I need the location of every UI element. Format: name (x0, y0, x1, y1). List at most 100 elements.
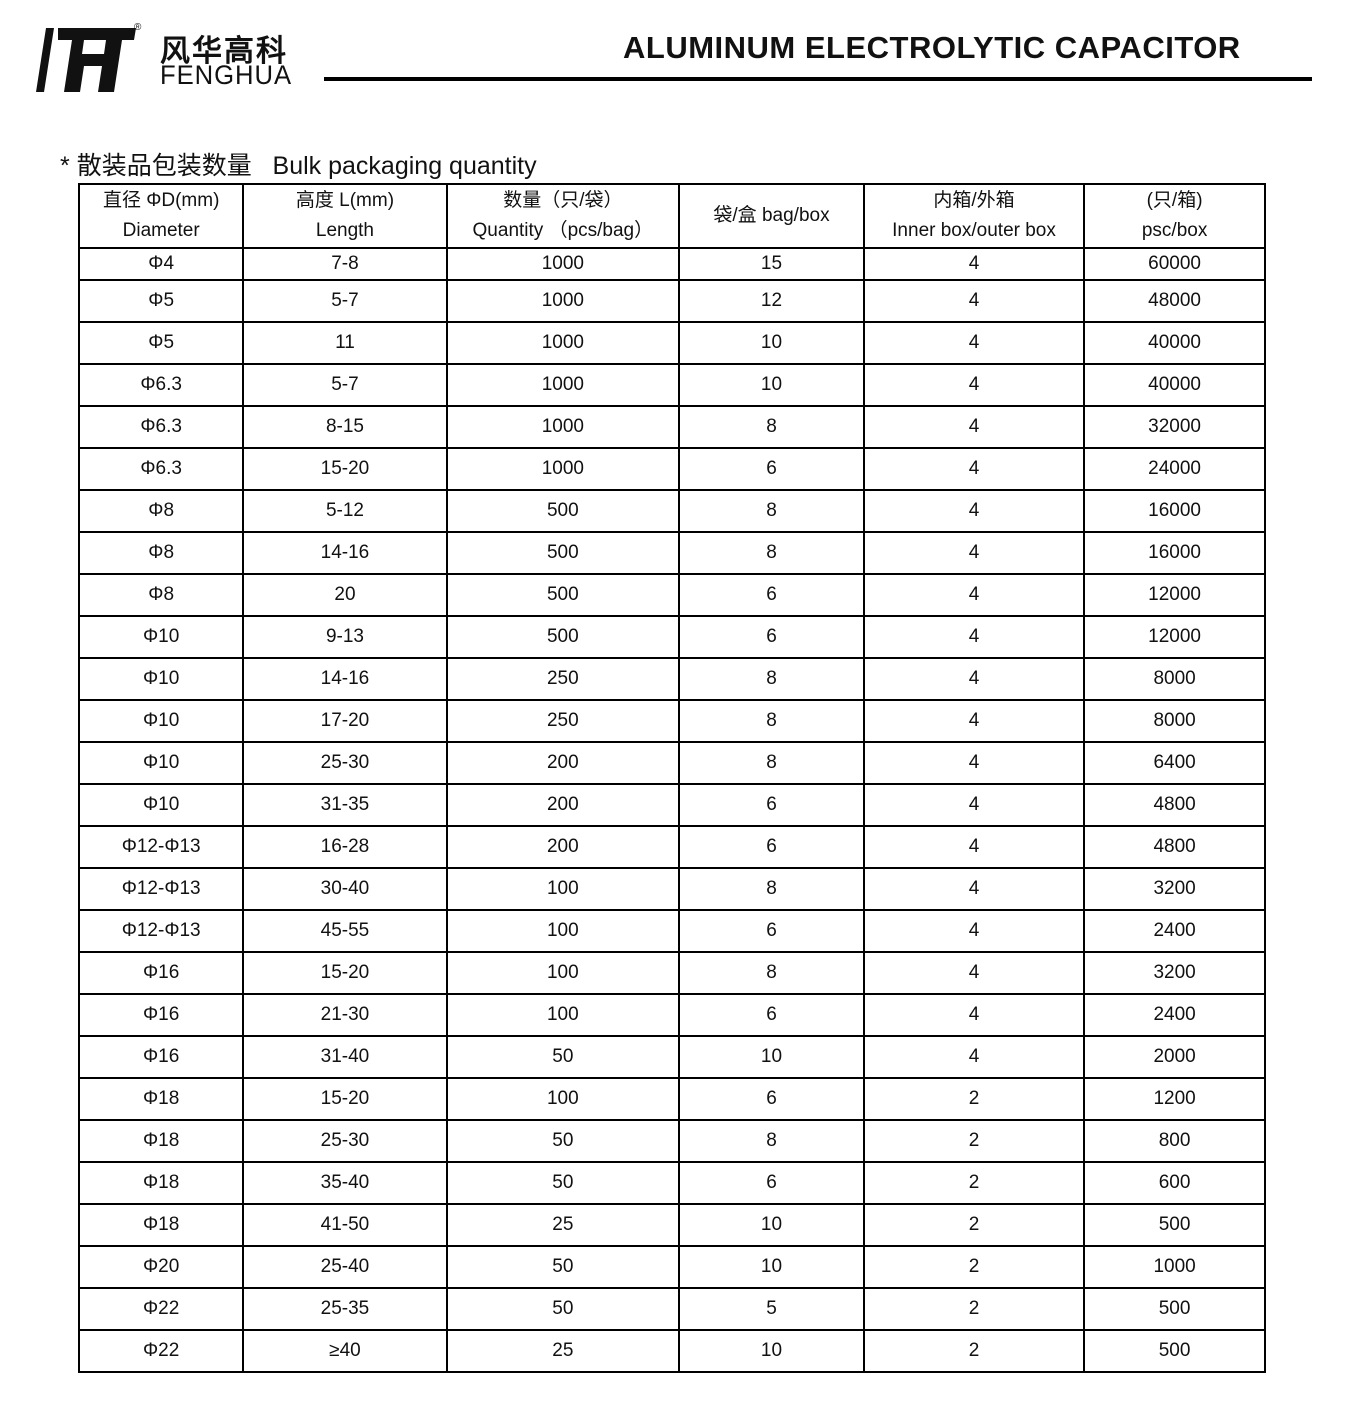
table-cell: 1000 (445, 247, 681, 281)
table-cell: 40000 (1083, 321, 1266, 365)
table-cell: 100 (445, 909, 681, 953)
table-row: Φ10 14-16 250 8 4 8000 (77, 657, 1266, 701)
table-row: Φ18 25-30 50 8 2 800 (77, 1119, 1266, 1163)
table-cell: Φ8 (77, 573, 245, 617)
table-cell: Φ5 (77, 321, 245, 365)
column-header: 高度 L(mm) Length (242, 183, 448, 249)
table-cell: 4 (862, 867, 1086, 911)
table-row: Φ18 15-20 100 6 2 1200 (77, 1077, 1266, 1121)
table-cell: 200 (445, 741, 681, 785)
table-cell: 17-20 (242, 699, 448, 743)
table-cell: 15-20 (242, 447, 448, 491)
table-cell: 500 (445, 573, 681, 617)
table-cell: 250 (445, 699, 681, 743)
table-row: Φ12-Φ13 45-55 100 6 4 2400 (77, 909, 1266, 953)
table-cell: 3200 (1083, 867, 1266, 911)
table-cell: 8 (678, 741, 865, 785)
table-row: Φ16 31-40 50 10 4 2000 (77, 1035, 1266, 1079)
table-cell: Φ12-Φ13 (77, 867, 245, 911)
table-cell: Φ22 (77, 1287, 245, 1331)
table-row: Φ6.3 5-7 1000 10 4 40000 (77, 363, 1266, 407)
table-cell: 41-50 (242, 1203, 448, 1247)
table-cell: Φ10 (77, 783, 245, 827)
table-cell: 15-20 (242, 951, 448, 995)
table-cell: 8000 (1083, 699, 1266, 743)
section-title-cn: 散装品包装数量 (76, 152, 252, 180)
table-cell: 8 (678, 1119, 865, 1163)
table-cell: Φ4 (77, 247, 245, 281)
table-row: Φ18 41-50 25 10 2 500 (77, 1203, 1266, 1247)
table-row: Φ4 7-8 1000 15 4 60000 (77, 247, 1266, 281)
table-cell: 31-40 (242, 1035, 448, 1079)
table-cell: 2400 (1083, 993, 1266, 1037)
table-row: Φ6.3 15-20 1000 6 4 24000 (77, 447, 1266, 491)
table-cell: 4 (862, 363, 1086, 407)
brand-name-cn: 风华高科 (160, 35, 288, 68)
table-cell: 6 (678, 909, 865, 953)
header-en: Diameter (122, 220, 200, 241)
fenghua-logo (36, 28, 136, 92)
table-cell: 800 (1083, 1119, 1266, 1163)
table-cell: 11 (242, 321, 448, 365)
table-cell: 50 (445, 1287, 681, 1331)
table-cell: 30-40 (242, 867, 448, 911)
table-row: Φ12-Φ13 30-40 100 8 4 3200 (77, 867, 1266, 911)
table-row: Φ10 25-30 200 8 4 6400 (77, 741, 1266, 785)
table-cell: 16-28 (242, 825, 448, 869)
table-cell: 50 (445, 1245, 681, 1289)
packaging-table: 直径 ΦD(mm) Diameter 高度 L(mm) Length 数量（只/袋） Qu… (77, 183, 1266, 1373)
table-cell: 4 (862, 405, 1086, 449)
table-cell: 2 (862, 1077, 1086, 1121)
table-cell: 6400 (1083, 741, 1266, 785)
table-cell: 6 (678, 825, 865, 869)
table-cell: 50 (445, 1035, 681, 1079)
table-cell: 6 (678, 1077, 865, 1121)
table-cell: 2 (862, 1119, 1086, 1163)
table-cell: 10 (678, 1329, 865, 1373)
table-cell: Φ10 (77, 741, 245, 785)
registered-mark: ® (134, 22, 142, 33)
table-cell: 8-15 (242, 405, 448, 449)
table-cell: 25-30 (242, 1119, 448, 1163)
header-cn: 高度 L(mm) (295, 190, 395, 211)
column-header: 数量（只/袋） Quantity （pcs/bag） (445, 183, 681, 249)
table-row: Φ22 ≥40 25 10 2 500 (77, 1329, 1266, 1373)
table-cell: 10 (678, 1245, 865, 1289)
table-cell: 1000 (445, 321, 681, 365)
table-cell: 8 (678, 951, 865, 995)
table-cell: Φ18 (77, 1203, 245, 1247)
table-cell: 100 (445, 951, 681, 995)
section-title-en: Bulk packaging quantity (272, 152, 537, 180)
table-cell: 2 (862, 1245, 1086, 1289)
table-cell: 4 (862, 783, 1086, 827)
table-cell: 40000 (1083, 363, 1266, 407)
table-cell: 4 (862, 573, 1086, 617)
header-cn: 直径 ΦD(mm) (102, 190, 220, 211)
table-cell: 2 (862, 1287, 1086, 1331)
table-cell: Φ6.3 (77, 447, 245, 491)
table-cell: Φ6.3 (77, 363, 245, 407)
header-en: Length (315, 220, 375, 241)
table-cell: 100 (445, 993, 681, 1037)
brand-name-en: FENGHUA (160, 60, 293, 90)
table-cell: 7-8 (242, 247, 448, 281)
table-cell: 4800 (1083, 825, 1266, 869)
table-cell: ≥40 (242, 1329, 448, 1373)
table-cell: 4 (862, 993, 1086, 1037)
table-cell: 1000 (1083, 1245, 1266, 1289)
table-cell: 4 (862, 321, 1086, 365)
bullet: * (60, 152, 70, 180)
column-header: 内箱/外箱 Inner box/outer box (862, 183, 1086, 249)
table-cell: 4 (862, 825, 1086, 869)
table-cell: 6 (678, 783, 865, 827)
table-cell: 8 (678, 657, 865, 701)
table-cell: 32000 (1083, 405, 1266, 449)
column-header: 直径 ΦD(mm) Diameter (77, 183, 245, 249)
table-cell: 15-20 (242, 1077, 448, 1121)
table-cell: Φ12-Φ13 (77, 909, 245, 953)
table-cell: Φ18 (77, 1119, 245, 1163)
table-cell: 2000 (1083, 1035, 1266, 1079)
table-cell: Φ10 (77, 657, 245, 701)
table-cell: 10 (678, 1035, 865, 1079)
header-cn: 袋/盒 bag/box (713, 205, 830, 226)
